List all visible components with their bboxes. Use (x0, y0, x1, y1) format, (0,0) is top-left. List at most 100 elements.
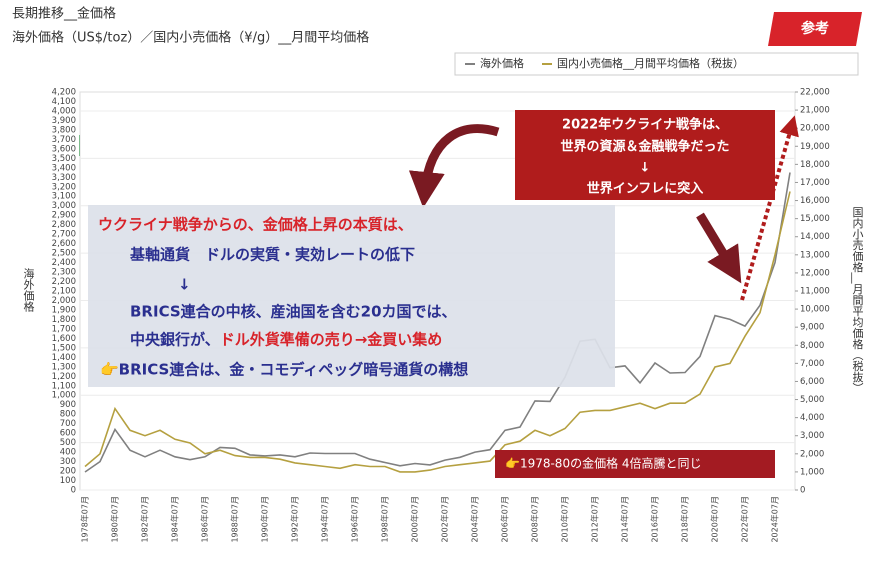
annotations: ウクライナ戦争からの、金価格上昇の本質は、基軸通貨 ドルの実質・実効レートの低下… (88, 110, 799, 478)
y-tick-label: 1,400 (52, 353, 76, 363)
y-tick-label: 700 (60, 419, 76, 429)
y2-tick-label: 1,000 (800, 467, 824, 477)
y-tick-label: 1,000 (52, 391, 76, 401)
y2-axis-label: 国内小売価格__月間平均価格（税抜） (851, 206, 864, 393)
x-tick-label: 2020年07月 (710, 496, 720, 543)
y-tick-label: 200 (60, 467, 76, 477)
y-tick-label: 1,500 (52, 343, 76, 353)
y-tick-label: 3,100 (52, 192, 76, 202)
badge-bg (768, 12, 862, 46)
y2-tick-label: 10,000 (800, 305, 830, 315)
x-tick-label: 1994年07月 (320, 496, 330, 543)
y2-tick-label: 2,000 (800, 449, 824, 459)
y2-tick-label: 21,000 (800, 106, 830, 116)
annotation: ウクライナ戦争からの、金価格上昇の本質は、 (98, 216, 413, 234)
y2-tick-label: 12,000 (800, 268, 830, 278)
y-tick-label: 900 (60, 400, 76, 410)
y-tick-label: 3,900 (52, 116, 76, 126)
x-tick-label: 2018年07月 (680, 496, 690, 543)
x-tick-label: 2016年07月 (650, 496, 660, 543)
annotation: ↓ (640, 161, 651, 176)
y-tick-label: 300 (60, 457, 76, 467)
dotted-arrow (740, 115, 799, 301)
y-tick-label: 1,600 (52, 334, 76, 344)
y-tick-label: 100 (60, 476, 76, 486)
annotation: BRICS連合の中核、産油国を含む20カ国では、 (130, 303, 457, 321)
annotation: 中央銀行が、 (130, 331, 220, 349)
y-tick-label: 2,700 (52, 230, 76, 240)
y2-tick-label: 20,000 (800, 124, 830, 134)
y2-tick-label: 15,000 (800, 214, 830, 224)
y2-tick-label: 17,000 (800, 178, 830, 188)
y-tick-label: 400 (60, 448, 76, 458)
y-tick-label: 3,300 (52, 173, 76, 183)
y-tick-label: 3,600 (52, 144, 76, 154)
y2-tick-label: 5,000 (800, 395, 824, 405)
y-tick-label: 3,500 (52, 154, 76, 164)
y2-tick-label: 11,000 (800, 287, 830, 297)
y2-tick-label: 9,000 (800, 323, 824, 333)
y2-tick-label: 14,000 (800, 232, 830, 242)
y-tick-label: 2,200 (52, 277, 76, 287)
x-tick-label: 1990年07月 (260, 496, 270, 543)
y2-tick-label: 3,000 (800, 431, 824, 441)
note-box-bottom (495, 450, 775, 478)
arrow (696, 212, 742, 284)
y-tick-label: 2,500 (52, 249, 76, 259)
y-tick-label: 2,000 (52, 296, 76, 306)
y-tick-label: 2,600 (52, 239, 76, 249)
chart-subtitle: 海外価格（US$/toz）／国内小売価格（¥/g）__月間平均価格 (12, 30, 369, 46)
y-tick-label: 1,100 (52, 381, 76, 391)
y-tick-label: 1,700 (52, 324, 76, 334)
chart-title: 長期推移__金価格 (12, 6, 116, 22)
y-tick-label: 1,200 (52, 372, 76, 382)
annotation: 2022年ウクライナ戦争は、 (562, 117, 728, 133)
x-tick-label: 2000年07月 (410, 496, 420, 543)
x-tick-label: 1982年07月 (140, 496, 150, 543)
y2-tick-label: 18,000 (800, 160, 830, 170)
x-tick-label: 2002年07月 (440, 496, 450, 543)
x-tick-label: 1980年07月 (110, 496, 120, 543)
y2-tick-label: 13,000 (800, 250, 830, 260)
y-tick-label: 3,400 (52, 163, 76, 173)
x-tick-label: 1998年07月 (380, 496, 390, 543)
badge: 参考 (768, 12, 862, 46)
series-line (84, 172, 791, 473)
y-tick-label: 3,800 (52, 125, 76, 135)
y-tick-label: 3,000 (52, 201, 76, 211)
x-tick-label: 1996年07月 (350, 496, 360, 543)
note-box (88, 205, 615, 387)
y-tick-label: 1,300 (52, 362, 76, 372)
note-box-red (515, 110, 775, 200)
y-tick-label: 4,200 (52, 88, 76, 98)
x-tick-label: 2004年07月 (470, 496, 480, 543)
y2-tick-label: 6,000 (800, 377, 824, 387)
y-tick-label: 2,300 (52, 268, 76, 278)
y-tick-label: 4,100 (52, 97, 76, 107)
y-tick-label: 500 (60, 438, 76, 448)
y2-tick-label: 7,000 (800, 359, 824, 369)
x-tick-label: 1986年07月 (200, 496, 210, 543)
x-tick-label: 1988年07月 (230, 496, 240, 543)
annotation: 世界の資源＆金融戦争だった (560, 139, 729, 155)
x-tick-label: 2022年07月 (740, 496, 750, 543)
annotation: 👉BRICS連合は、金・コモディペッグ暗号通貨の構想 (100, 361, 468, 379)
annotation: ドル外貨準備の売り→金買い集め (220, 331, 443, 349)
x-tick-label: 2010年07月 (560, 496, 570, 543)
y-axis-label: 海外価格 (22, 267, 35, 313)
y-tick-label: 0 (71, 486, 76, 496)
legend-label: 海外価格 (480, 56, 524, 70)
annotation: 世界インフレに突入 (587, 181, 704, 197)
y2-tick-label: 4,000 (800, 413, 824, 423)
x-tick-label: 1992年07月 (290, 496, 300, 543)
y2-tick-label: 8,000 (800, 341, 824, 351)
x-tick-label: 2008年07月 (530, 496, 540, 543)
y2-tick-label: 0 (800, 486, 805, 496)
badge-text: 参考 (801, 20, 829, 37)
y-tick-label: 2,400 (52, 258, 76, 268)
x-tick-label: 2006年07月 (500, 496, 510, 543)
y-tick-label: 600 (60, 429, 76, 439)
x-tick-label: 1978年07月 (80, 496, 90, 543)
curved-arrow (408, 124, 500, 208)
